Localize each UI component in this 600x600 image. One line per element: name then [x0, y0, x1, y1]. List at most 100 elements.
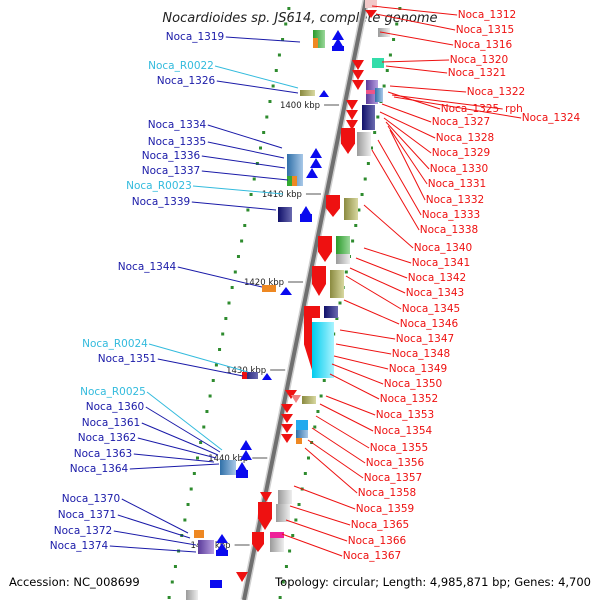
gene-label: Noca_1320 [450, 54, 508, 66]
label-leader-line [381, 103, 432, 123]
label-leader-line [225, 36, 301, 43]
gene-box [312, 318, 334, 322]
tick-mark [221, 332, 225, 336]
gene-box [330, 270, 344, 298]
gene-box [236, 470, 248, 478]
label-leader-line [109, 545, 197, 553]
gene-box [216, 550, 228, 556]
tick-mark [360, 193, 364, 196]
label-leader-line [307, 439, 364, 479]
gene-arrow-down [346, 100, 358, 110]
label-leader-line [113, 530, 197, 546]
gene-box [270, 538, 284, 552]
tick-mark [303, 472, 307, 475]
tick-mark [277, 53, 281, 57]
gene-arrow-up [236, 462, 248, 472]
gene-box [300, 90, 315, 96]
label-leader-line [201, 170, 289, 181]
gene-label: Noca_1319 [166, 31, 224, 43]
gene-label: Noca_1332 [426, 194, 484, 206]
tick-mark [183, 518, 187, 522]
label-leader-line [191, 201, 277, 211]
gene-box [357, 132, 371, 156]
tick-mark [167, 596, 171, 599]
label-leader-line [363, 247, 412, 264]
gene-box [375, 88, 383, 102]
gene-box [313, 38, 318, 48]
tick-mark [335, 317, 339, 320]
gene-arrow-down [365, 10, 377, 18]
tick-mark [243, 224, 247, 227]
gene-arrow-down [312, 266, 326, 296]
tick-mark [288, 549, 292, 553]
kbp-tick-label: 1410 kbp [262, 190, 302, 200]
label-leader-line [385, 121, 430, 170]
label-leader-line [207, 124, 283, 149]
label-leader-line [145, 406, 221, 453]
tick-mark [388, 53, 392, 57]
gene-label: Noca_1343 [406, 287, 464, 299]
tick-mark [186, 503, 190, 506]
gene-label: Noca_1335 [148, 136, 206, 148]
gene-arrow-down [281, 414, 293, 423]
accession-text: Accession: NC_008699 [9, 575, 140, 589]
label-leader-line [335, 343, 392, 355]
gene-arrow-up [332, 30, 344, 40]
tick-mark [227, 301, 231, 305]
label-leader-line [343, 299, 400, 325]
gene-arrow-up [332, 38, 344, 48]
tick-mark [366, 162, 370, 165]
gene-box [372, 58, 384, 68]
gene-label: rph [505, 103, 523, 115]
gene-label: Noca_1342 [408, 272, 466, 284]
gene-label: Noca_1364 [70, 463, 129, 475]
tick-mark [287, 7, 291, 10]
gene-label: Noca_1355 [370, 442, 428, 454]
label-leader-line [315, 415, 370, 449]
tick-mark [274, 69, 278, 72]
tick-mark [354, 224, 358, 227]
label-leader-line [319, 403, 374, 432]
gene-label: Noca_1345 [402, 303, 460, 315]
gene-box [276, 504, 290, 522]
label-leader-line [148, 343, 249, 373]
gene-label: Noca_1315 [456, 24, 514, 36]
gene-box [242, 372, 247, 379]
gene-arrow-up [216, 543, 228, 552]
gene-label: Noca_1370 [62, 493, 120, 505]
label-leader-line [387, 125, 428, 185]
label-leader-line [133, 453, 215, 463]
tick-mark [211, 379, 215, 382]
label-leader-line [285, 519, 348, 542]
label-leader-line [207, 141, 285, 159]
gene-label: Noca_1324 [522, 112, 581, 124]
gene-box [344, 198, 358, 220]
gene-label: Noca_R0024 [82, 338, 148, 350]
label-leader-line [393, 96, 522, 119]
gene-label: Noca_1339 [132, 196, 190, 208]
gene-label: Noca_1325 [441, 103, 499, 115]
kbp-tick-label: 1400 kbp [280, 101, 320, 111]
label-leader-line [389, 85, 467, 93]
label-leader-line [129, 463, 220, 470]
gene-label: Noca_1359 [356, 503, 414, 515]
label-leader-line [333, 355, 389, 370]
tick-mark [192, 472, 196, 475]
label-leader-line [371, 5, 458, 16]
tick-mark [370, 146, 374, 150]
gene-arrow-down [281, 434, 293, 443]
tick-mark [262, 131, 266, 134]
label-leader-line [201, 155, 286, 169]
gene-box [186, 590, 198, 600]
gene-box [198, 540, 214, 554]
label-leader-line [304, 447, 358, 494]
tick-mark [255, 162, 259, 165]
gene-label: Noca_1322 [467, 86, 525, 98]
topology-text: Topology: circular; Length: 4,985,871 bp… [274, 575, 591, 589]
gene-box [270, 532, 284, 538]
gene-arrow-up [262, 373, 272, 380]
gene-arrow-down [285, 390, 297, 399]
tick-mark [281, 38, 285, 41]
gene-box [194, 530, 204, 538]
gene-arrow-down [258, 502, 272, 530]
